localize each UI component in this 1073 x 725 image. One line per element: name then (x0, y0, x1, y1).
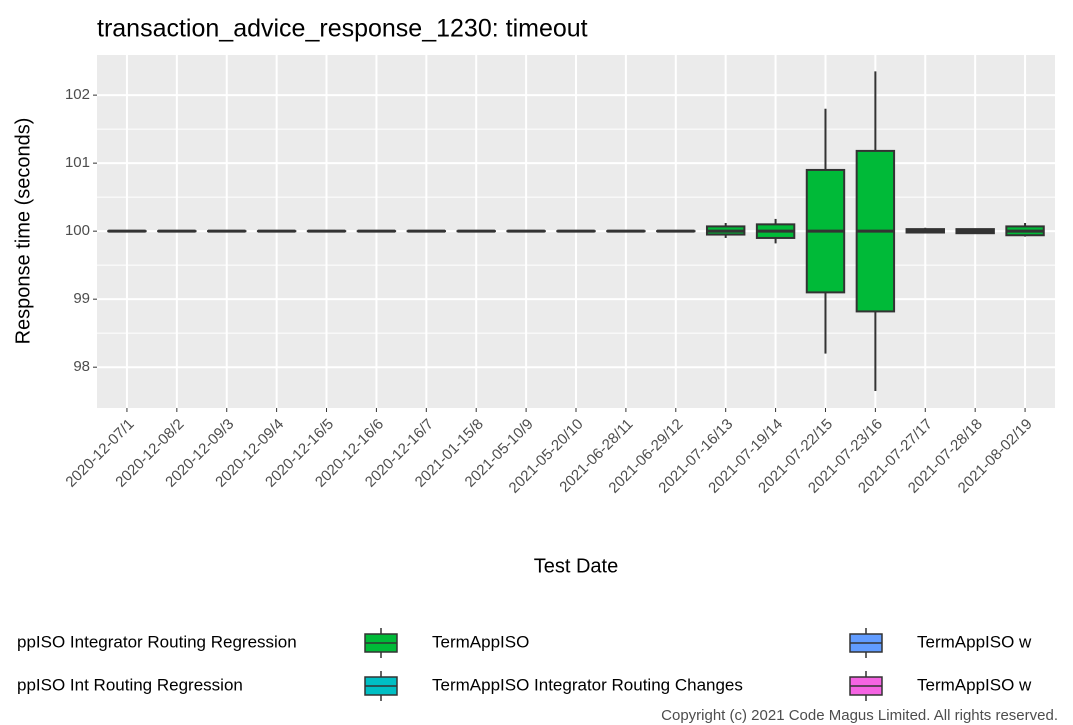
y-tick-label: 98 (73, 358, 90, 375)
legend-label: TermAppISO (432, 632, 529, 651)
legend-label: ppISO Int Routing Regression (17, 675, 243, 694)
y-tick-label: 101 (65, 154, 90, 171)
y-tick-label: 99 (73, 290, 90, 307)
legend-label: TermAppISO w (917, 675, 1032, 694)
y-axis-title: Response time (seconds) (12, 118, 34, 345)
x-axis-title: Test Date (534, 555, 618, 577)
chart-title: transaction_advice_response_1230: timeou… (97, 15, 588, 43)
legend-label: TermAppISO w (917, 632, 1032, 651)
legend-label: ppISO Integrator Routing Regression (17, 632, 297, 651)
y-tick-label: 100 (65, 222, 90, 239)
legend-label: TermAppISO Integrator Routing Changes (432, 675, 743, 694)
footer: Copyright (c) 2021 Code Magus Limited. A… (661, 707, 1058, 724)
y-tick-label: 102 (65, 86, 90, 103)
